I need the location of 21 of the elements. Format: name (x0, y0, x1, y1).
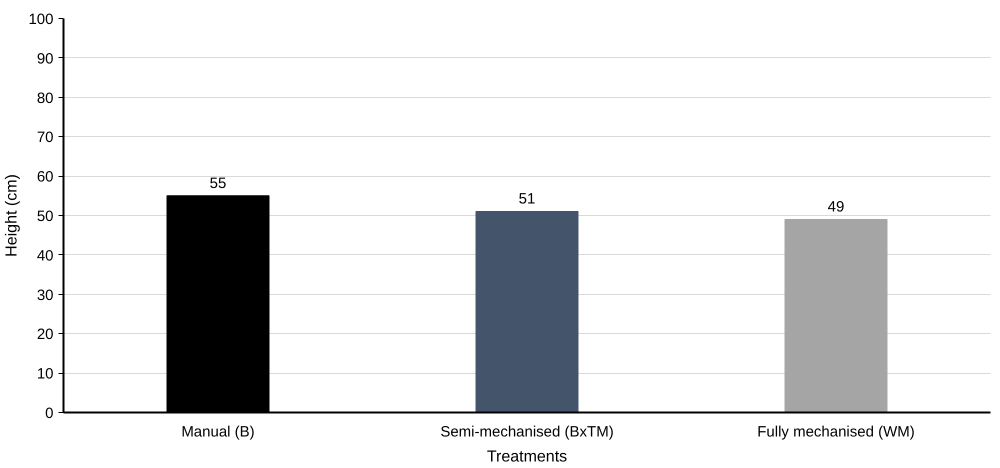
bar (476, 211, 578, 412)
y-tick-label: 70 (36, 129, 54, 146)
y-tick-label: 100 (28, 11, 54, 28)
y-tick-label: 10 (36, 366, 54, 383)
y-tick-label: 30 (36, 286, 54, 304)
y-tick-label: 90 (36, 50, 54, 68)
y-tick-label: 80 (36, 90, 54, 107)
y-tick-label: 40 (36, 247, 54, 264)
y-tick-label: 60 (36, 168, 54, 186)
data-label: 49 (828, 198, 844, 216)
bar (784, 218, 888, 412)
y-tick-label: 20 (36, 326, 54, 344)
y-axis-title: Height (cm) (3, 174, 20, 257)
x-axis-title: Treatments (486, 448, 568, 466)
y-tick-label: 50 (36, 208, 54, 225)
x-tick-label: Semi-mechanised (BxTM) (440, 424, 614, 440)
data-label: 51 (518, 190, 536, 208)
data-label: 55 (210, 174, 226, 192)
x-tick-label: Fully mechanised (WM) (757, 424, 915, 440)
y-tick-label: 0 (45, 405, 54, 422)
x-tick-label: Manual (B) (181, 424, 255, 440)
